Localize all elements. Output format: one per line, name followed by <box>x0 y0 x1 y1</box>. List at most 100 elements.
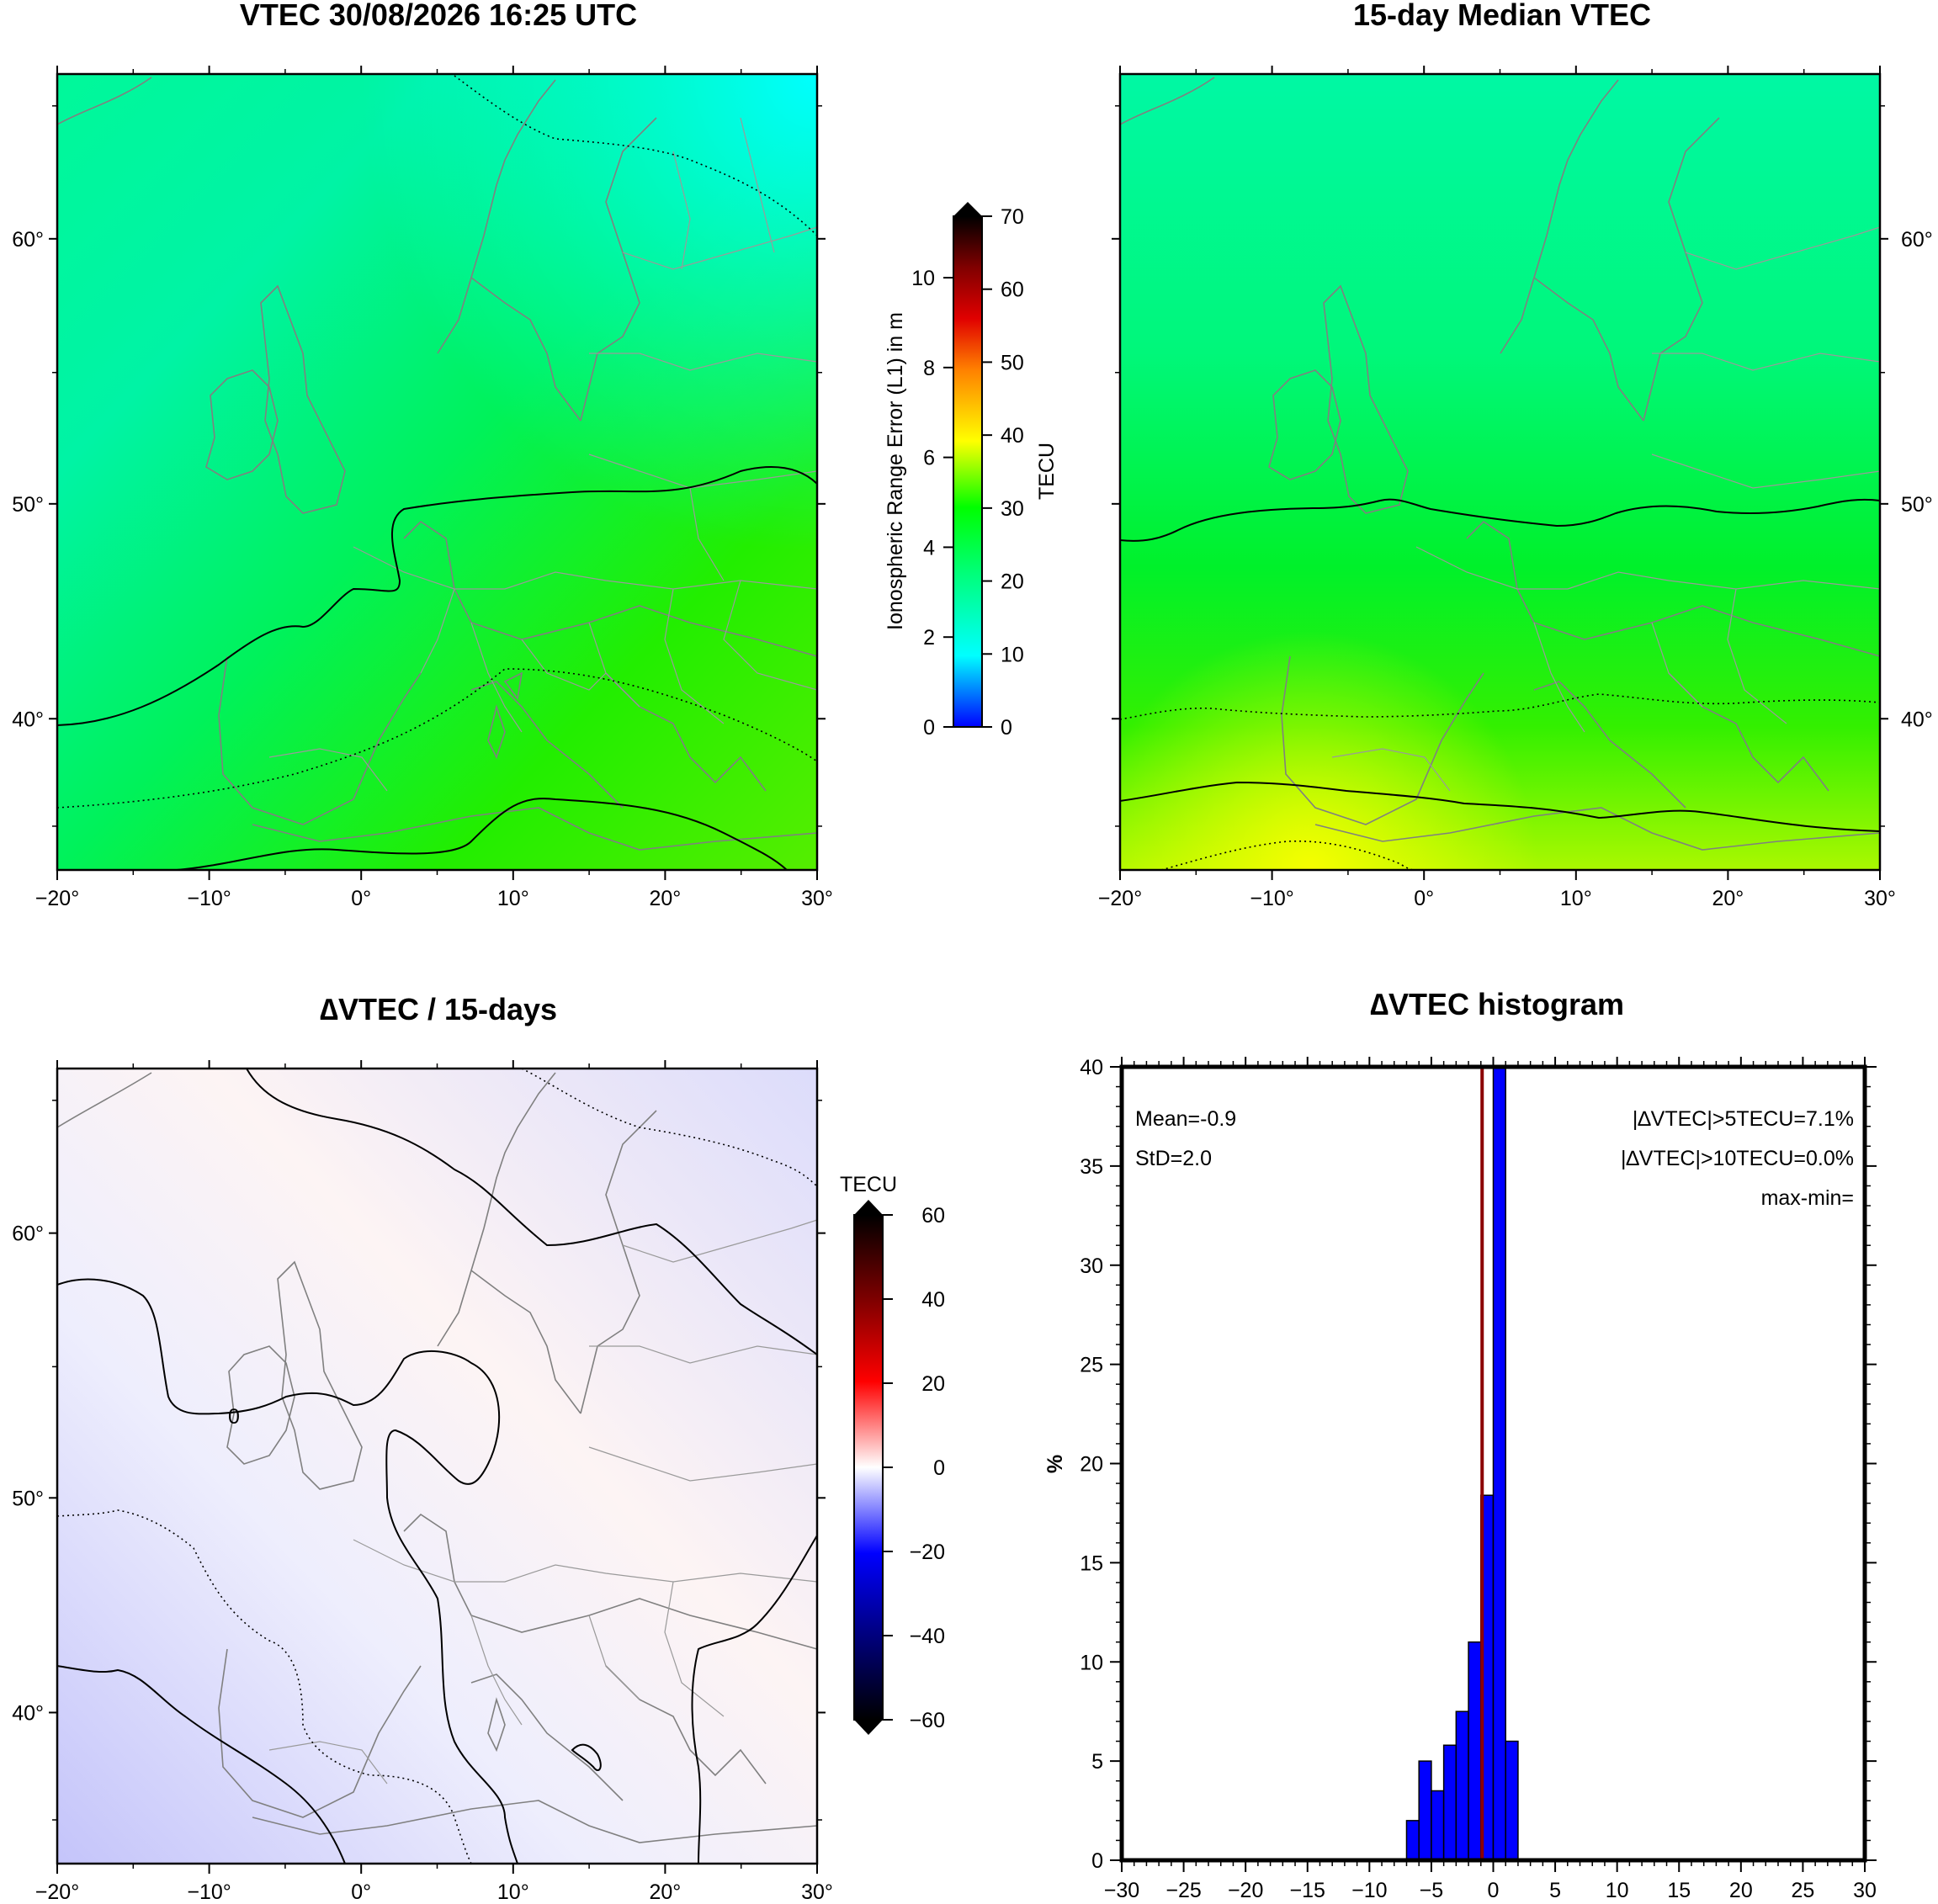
cb-left-tick-label: 4 <box>923 536 935 560</box>
panel-title-histogram: ∆VTEC histogram <box>1370 987 1624 1021</box>
histogram-std-text: StD=2.0 <box>1135 1147 1212 1170</box>
x-tick-label: 0° <box>351 887 371 910</box>
cb-left-tick-label: 2 <box>923 626 935 650</box>
hist-y-tick-label: 10 <box>1080 1651 1103 1674</box>
histogram-bar <box>1492 1066 1506 1861</box>
hist-x-tick-label: 0 <box>1488 1879 1500 1902</box>
x-tick-label: −20° <box>1098 887 1142 910</box>
coastlines-median <box>1119 77 1881 851</box>
cb-right-tick-label: 60 <box>1001 278 1024 302</box>
x-tick-label: 30° <box>801 887 833 910</box>
map-ticks: −20° −10° 0° 10° 20° 30° 60° 50° 40° <box>12 66 833 910</box>
y-tick-label: 40° <box>12 708 44 731</box>
cb-left-tick-label: 8 <box>923 357 935 380</box>
borders-delta <box>268 1219 818 1785</box>
x-tick-label: 20° <box>649 887 681 910</box>
y-tick-label: 50° <box>12 1487 44 1510</box>
cb-right-tick-label: 50 <box>1001 351 1024 374</box>
x-tick-label: 0° <box>351 1880 371 1904</box>
y-tick-label: 60° <box>1901 228 1933 252</box>
histogram-bar <box>1431 1790 1445 1861</box>
hist-x-tick-label: −15 <box>1290 1879 1325 1902</box>
tec-contours-median-dotted <box>1119 693 1881 871</box>
colorbar-delta-min-arrow <box>854 1720 883 1735</box>
borders <box>268 117 818 792</box>
x-tick-label: 10° <box>497 887 529 910</box>
panel-title-vtec: VTEC 30/08/2026 16:25 UTC <box>240 0 637 32</box>
histogram-bar <box>1418 1760 1432 1861</box>
colorbar-vtec-left-label: Ionospheric Range Error (L1) in m <box>884 312 907 630</box>
hist-x-tick-label: 20 <box>1729 1879 1753 1902</box>
hist-x-tick-label: 30 <box>1853 1879 1877 1902</box>
x-tick-label: 10° <box>1560 887 1592 910</box>
colorbar-delta-gradient <box>853 1214 884 1721</box>
x-tick-label: −20° <box>35 887 79 910</box>
histogram-y-label: % <box>1043 1455 1067 1473</box>
tec-contours <box>56 466 818 871</box>
x-tick-label: 30° <box>1864 887 1896 910</box>
hist-x-tick-label: 10 <box>1606 1879 1629 1902</box>
histogram-bar <box>1442 1744 1457 1861</box>
colorbar-vtec-right-label: TECU <box>1035 443 1059 500</box>
colorbar-vtec: 0 10 20 30 40 50 60 70 0 2 4 6 8 10 Ionospheric Range… <box>884 202 1059 740</box>
hist-y-tick-label: 15 <box>1080 1551 1103 1575</box>
x-tick-label: −20° <box>35 1880 79 1904</box>
map-delta: 0 −20° −10° 0° 10° 20° 30° 60° 50° 40° <box>12 1060 833 1904</box>
hist-x-tick-label: −30 <box>1104 1879 1139 1902</box>
map-ticks-median: −20° −10° 0° 10° 20° 30° 60° 50° 40° <box>1098 66 1933 910</box>
coastlines-delta <box>56 1072 818 1843</box>
histogram-bar <box>1468 1641 1482 1861</box>
x-tick-label: 0° <box>1414 887 1434 910</box>
borders-median <box>1331 226 1881 792</box>
map-vtec: −20° −10° 0° 10° 20° 30° 60° 50° 40° <box>12 66 833 910</box>
colorbar-delta-label: TECU <box>840 1173 897 1196</box>
colorbar-delta: 60 40 20 0 −20 −40 −60 TECU <box>840 1173 945 1735</box>
delta-contours <box>56 1068 818 1864</box>
cb-delta-tick-label: −40 <box>910 1625 945 1648</box>
cb-right-tick-label: 10 <box>1001 643 1024 666</box>
panel-title-median: 15-day Median VTEC <box>1353 0 1651 32</box>
hist-x-tick-label: −10 <box>1351 1879 1387 1902</box>
y-tick-label: 60° <box>12 1222 44 1246</box>
histogram-bar <box>1455 1710 1469 1861</box>
hist-y-tick-label: 25 <box>1080 1354 1103 1377</box>
colorbar-vtec-ticks: 0 10 20 30 40 50 60 70 0 2 4 6 8 10 <box>911 205 1024 740</box>
coastlines <box>56 77 818 851</box>
y-tick-label: 50° <box>12 493 44 517</box>
histogram-ticks: −30 −25 −20 −15 −10 −5 0 5 10 15 20 25 30 0 5 10 15 20 25 3… <box>1080 1056 1877 1902</box>
hist-y-tick-label: 40 <box>1080 1056 1103 1079</box>
delta-field <box>57 1069 817 1864</box>
x-tick-label: 30° <box>801 1880 833 1904</box>
y-tick-label: 60° <box>12 228 44 252</box>
hist-y-tick-label: 35 <box>1080 1155 1103 1179</box>
hist-x-tick-label: 25 <box>1792 1879 1815 1902</box>
hist-x-tick-label: 15 <box>1667 1879 1691 1902</box>
x-tick-label: 20° <box>1712 887 1744 910</box>
tec-contours-dotted <box>56 75 818 809</box>
tec-contours-median <box>1119 498 1881 832</box>
x-tick-label: 10° <box>497 1880 529 1904</box>
histogram-panel: −30 −25 −20 −15 −10 −5 0 5 10 15 20 25 30 0 5 10 15 20 25 3… <box>1043 1056 1877 1902</box>
colorbar-vtec-max-arrow <box>953 202 982 216</box>
cb-delta-tick-label: −60 <box>910 1709 945 1732</box>
delta-contours-dotted <box>56 1068 818 1864</box>
map-median: −20° −10° 0° 10° 20° 30° 60° 50° 40° <box>1098 66 1933 910</box>
cb-delta-tick-label: 0 <box>933 1456 945 1480</box>
colorbar-vtec-gradient <box>953 215 983 728</box>
cb-left-tick-label: 6 <box>923 447 935 470</box>
hist-y-tick-label: 0 <box>1091 1849 1103 1873</box>
x-tick-label: −10° <box>187 887 231 910</box>
cb-delta-tick-label: 60 <box>921 1204 945 1228</box>
cb-left-tick-label: 0 <box>923 716 935 740</box>
y-tick-label: 40° <box>1901 708 1933 731</box>
cb-delta-tick-label: −20 <box>910 1541 945 1564</box>
x-tick-label: 20° <box>649 1880 681 1904</box>
cb-right-tick-label: 40 <box>1001 424 1024 448</box>
x-tick-label: −10° <box>187 1880 231 1904</box>
delta-contour-label: 0 <box>228 1405 240 1429</box>
histogram-bar <box>1505 1740 1519 1861</box>
hist-y-tick-label: 5 <box>1091 1750 1103 1774</box>
y-tick-label: 50° <box>1901 493 1933 517</box>
cb-delta-tick-label: 40 <box>921 1288 945 1312</box>
